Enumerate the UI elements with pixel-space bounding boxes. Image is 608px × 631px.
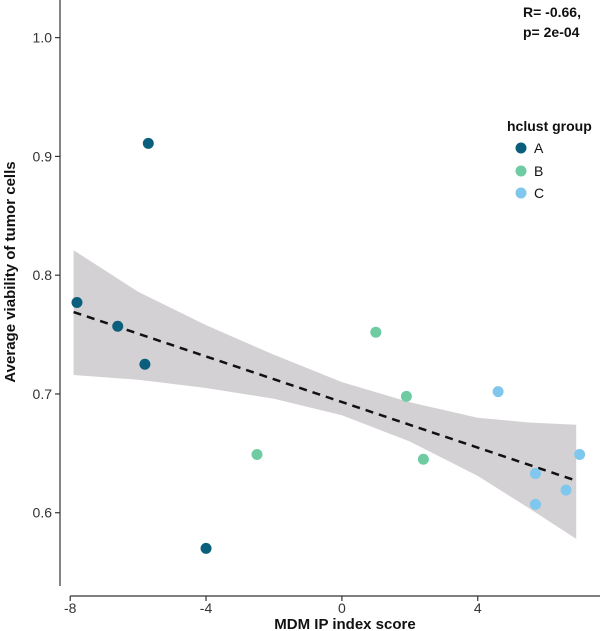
legend-marker-a [515, 142, 527, 154]
axes-layer: -8 -4 0 4 0.6 0.7 0.8 0.9 1.0 [33, 0, 600, 616]
confidence-band [73, 250, 577, 539]
y-tick-label-1: 0.7 [33, 386, 53, 402]
data-point-c-5 [574, 449, 586, 461]
data-point-b-2 [370, 326, 382, 338]
legend-label-b: B [534, 163, 543, 179]
data-point-a-5 [200, 542, 212, 554]
data-point-c-1 [492, 386, 504, 398]
data-point-b-4 [417, 453, 429, 465]
y-axis-title: Average viability of tumor cells [2, 161, 19, 382]
data-point-a-4 [142, 137, 154, 149]
x-tick-label-1: -4 [200, 600, 213, 616]
regression-line-layer [73, 310, 577, 482]
y-tick-label-2: 0.8 [33, 267, 53, 283]
legend-title: hclust group [507, 118, 592, 134]
legend-label-c: C [534, 185, 544, 201]
y-tick-label-4: 1.0 [33, 30, 53, 46]
x-tick-label-0: -8 [64, 600, 77, 616]
y-tick-label-3: 0.9 [33, 148, 53, 164]
legend-marker-c [515, 187, 527, 199]
confidence-band-layer [73, 250, 577, 539]
x-tick-label-3: 4 [474, 600, 482, 616]
data-point-a-1 [71, 297, 83, 309]
data-point-c-2 [529, 468, 541, 480]
legend-marker-b [515, 165, 527, 177]
data-point-b-3 [400, 390, 412, 402]
correlation-r-text: R= -0.66, [523, 4, 581, 20]
data-point-a-3 [139, 358, 151, 370]
x-tick-label-2: 0 [338, 600, 346, 616]
data-point-c-4 [560, 484, 572, 496]
y-tick-label-0: 0.6 [33, 505, 53, 521]
x-axis-title: MDM IP index score [274, 616, 415, 631]
correlation-p-text: p= 2e-04 [523, 24, 580, 40]
regression-line [73, 310, 577, 482]
data-point-a-2 [112, 320, 124, 332]
data-points-layer [71, 137, 586, 554]
legend: hclust group A B C [507, 118, 592, 201]
data-point-c-3 [529, 498, 541, 510]
legend-label-a: A [534, 140, 544, 156]
data-point-b-1 [251, 449, 263, 461]
